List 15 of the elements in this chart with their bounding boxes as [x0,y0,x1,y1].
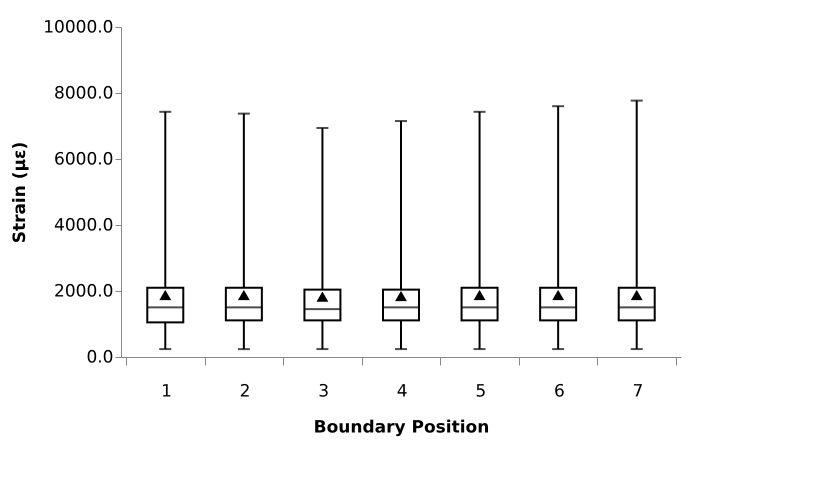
x-axis-title: Boundary Position [314,418,490,438]
y-tick-label: 0.0 [86,348,114,368]
x-tick-label: 3 [318,382,330,402]
y-tick-label: 6000.0 [54,150,114,170]
x-tick-label: 7 [632,382,644,402]
y-tick-label: 4000.0 [54,216,114,236]
x-tick-label: 4 [396,382,408,402]
x-tick-label: 6 [554,382,565,402]
x-tick-label: 2 [240,382,250,402]
x-tick-label: 1 [161,382,172,402]
y-axis-title: Strain (με) [10,142,30,244]
y-tick-label: 10000.0 [43,18,114,38]
y-tick-label: 2000.0 [54,282,114,302]
y-tick-label: 8000.0 [54,84,114,104]
x-tick-label: 5 [475,382,486,402]
